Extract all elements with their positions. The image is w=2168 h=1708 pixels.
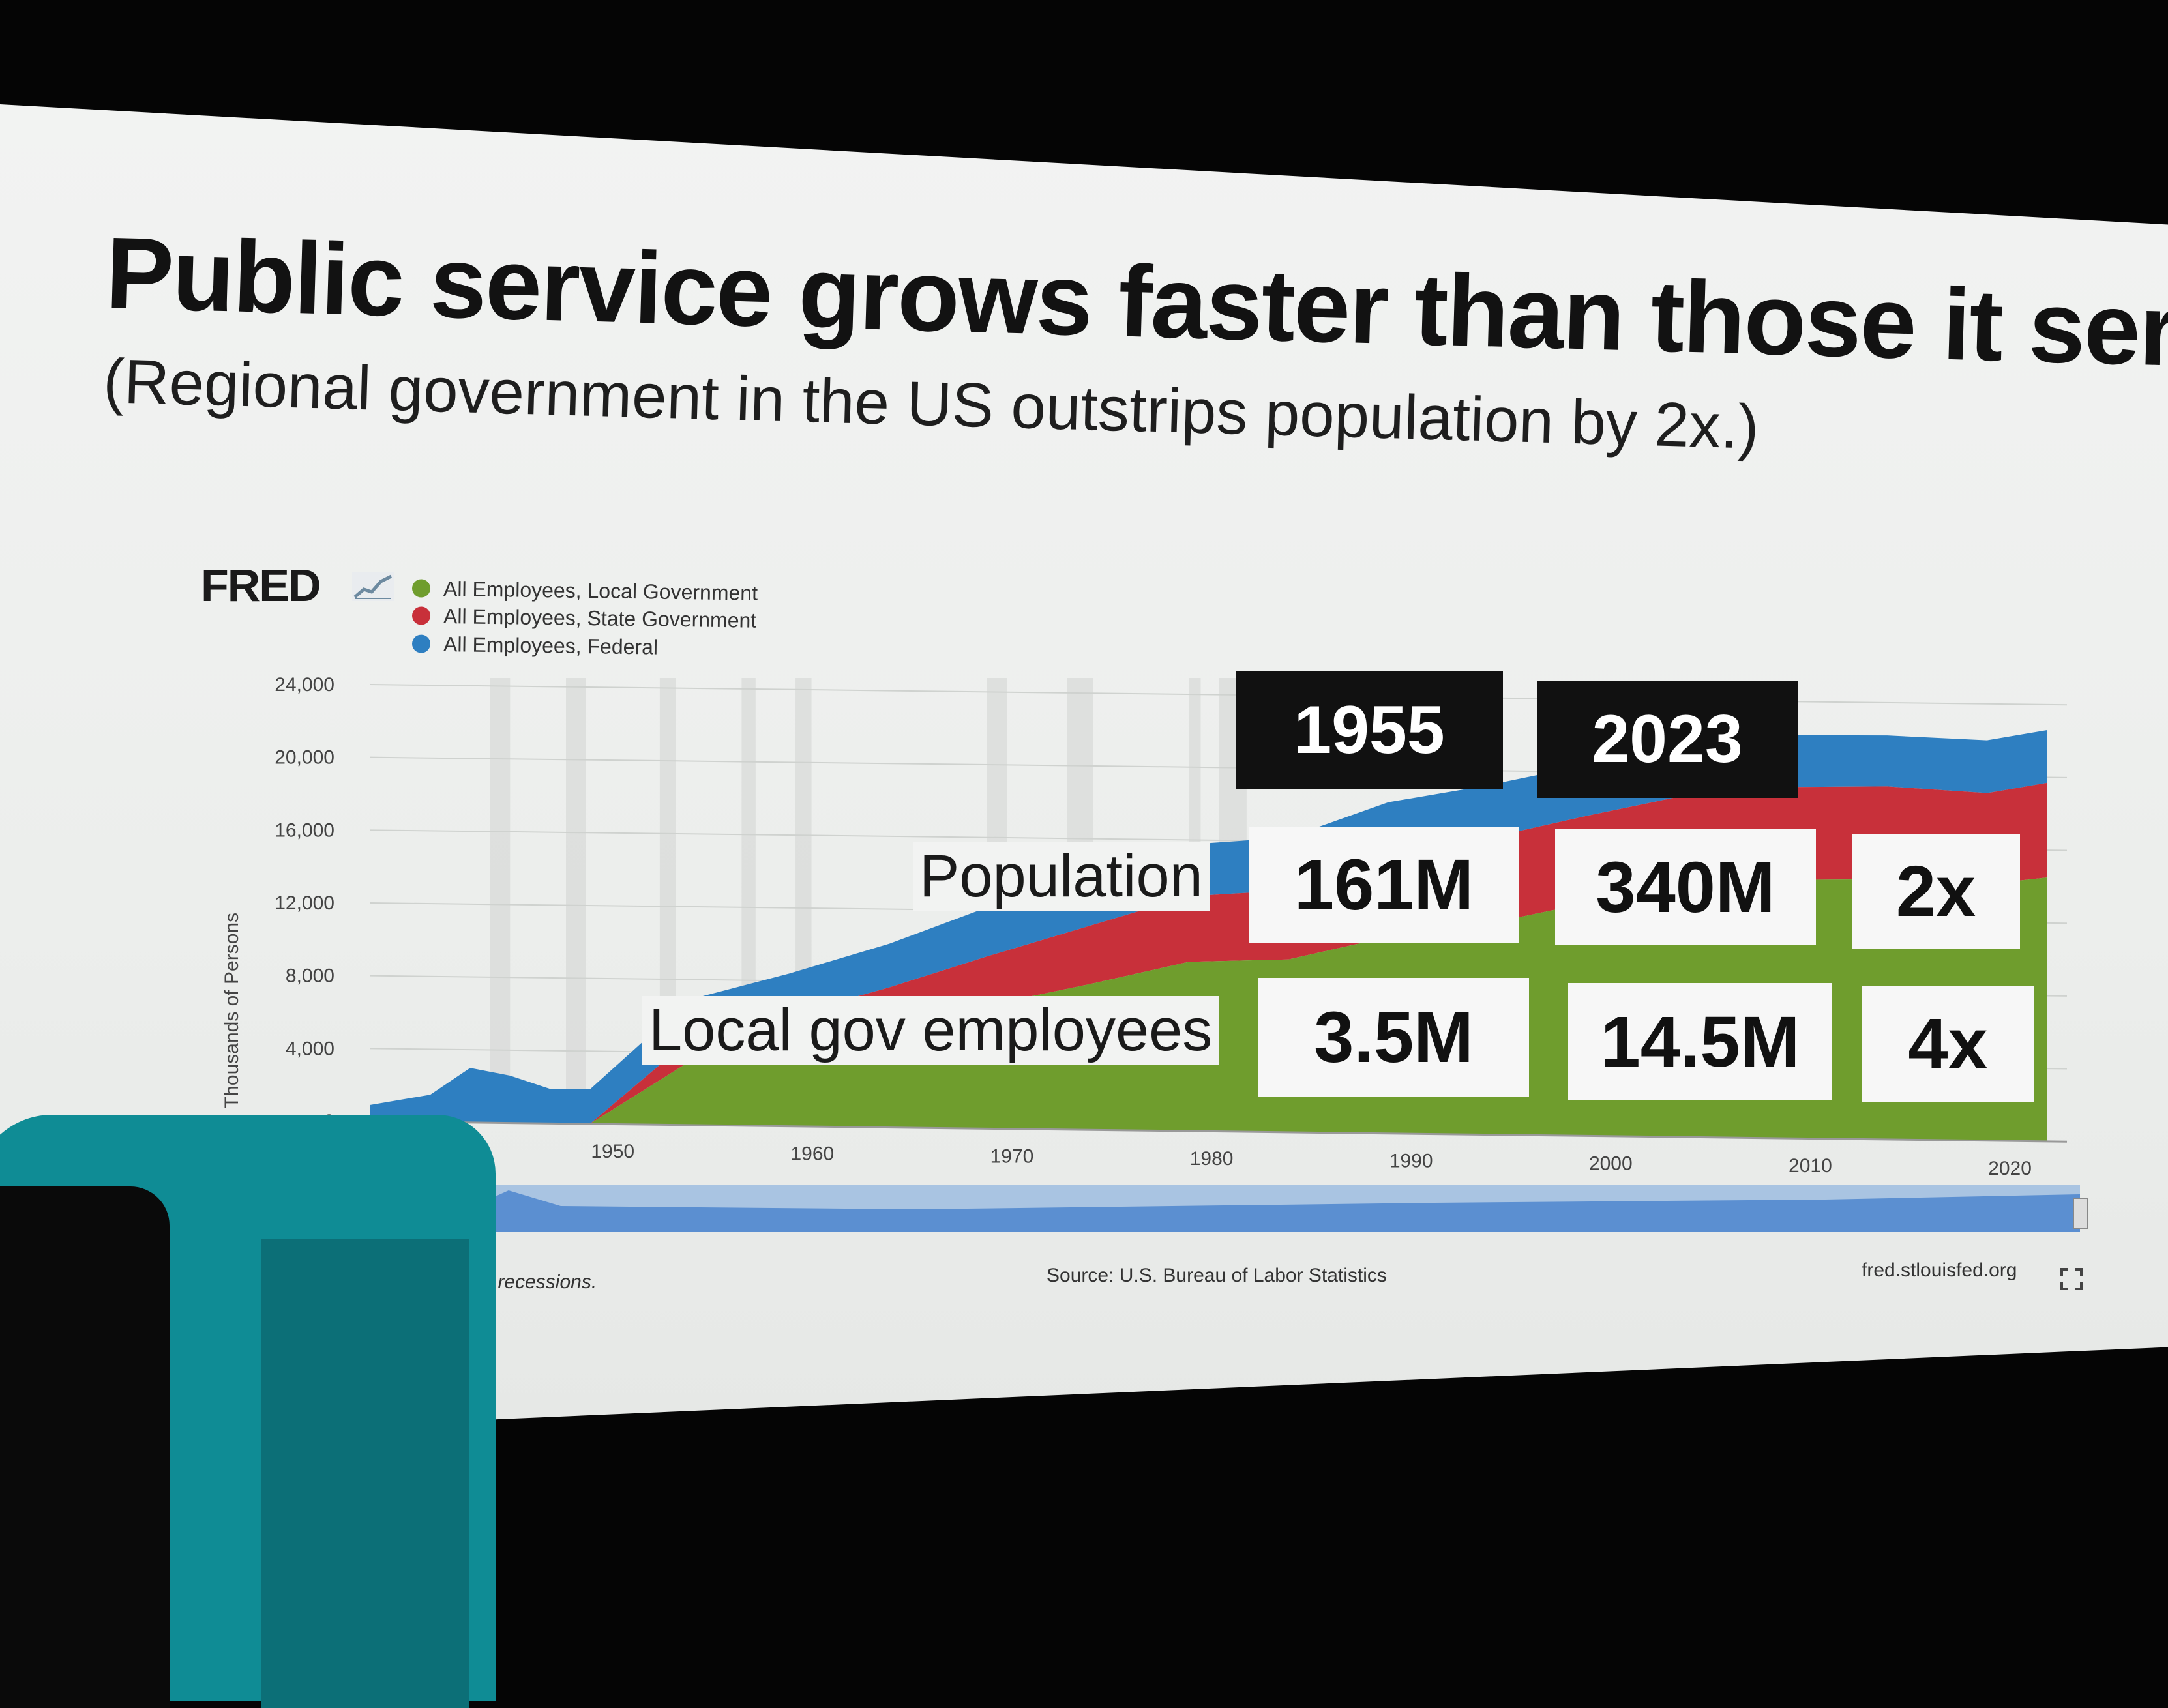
- y-tick-label-3: 12,000: [275, 892, 334, 914]
- x-tick-label-1: 1950: [591, 1141, 634, 1162]
- fred-chart-icon: [352, 572, 394, 601]
- x-ticks: 194019501960197019801990200020102020: [391, 1138, 2032, 1179]
- y-tick-label-6: 24,000: [275, 674, 334, 696]
- x-tick-label-5: 1990: [1389, 1151, 1433, 1172]
- overlay-row-label-population: Population: [913, 842, 1210, 911]
- area-all-employees-federal: [370, 729, 2047, 1125]
- x-tick-label-7: 2010: [1789, 1155, 1832, 1177]
- y-tick-label-2: 8,000: [286, 965, 334, 987]
- x-tick-label-8: 2020: [1988, 1158, 2032, 1179]
- overlay-population-2023: 340M: [1555, 829, 1816, 945]
- navigator-series: [368, 1190, 2080, 1232]
- y-tick-label-5: 20,000: [275, 747, 334, 769]
- overlay-year-1955: 1955: [1236, 671, 1503, 789]
- recession-band-0: [490, 678, 511, 1123]
- navigator-right-handle[interactable]: [2073, 1198, 2088, 1229]
- fred-site-link[interactable]: fred.stlouisfed.org: [1862, 1259, 2017, 1281]
- source-note: Source: U.S. Bureau of Labor Statistics: [1047, 1265, 1387, 1286]
- x-tick-label-2: 1960: [790, 1143, 834, 1165]
- y-tick-label-1: 4,000: [286, 1038, 334, 1059]
- recession-band-1: [565, 678, 586, 1124]
- kiosk-side-panel: [261, 1239, 469, 1708]
- y-tick-label-4: 16,000: [275, 819, 334, 841]
- fred-logo: FRED: [201, 560, 321, 611]
- overlay-year-2023: 2023: [1537, 681, 1798, 798]
- fullscreen-icon[interactable]: [2060, 1268, 2083, 1290]
- foreground-kiosk: [0, 1115, 496, 1708]
- x-tick-label-6: 2000: [1589, 1153, 1633, 1174]
- overlay-row-label-local-gov: Local gov employees: [642, 996, 1219, 1065]
- y-axis-label: Thousands of Persons: [221, 913, 243, 1108]
- range-navigator[interactable]: [362, 1185, 2088, 1232]
- overlay-population-ratio: 2x: [1852, 834, 2020, 949]
- overlay-localgov-2023: 14.5M: [1568, 983, 1832, 1100]
- x-axis-line: [370, 1120, 2068, 1143]
- x-tick-label-4: 1980: [1190, 1148, 1234, 1170]
- overlay-localgov-1955: 3.5M: [1258, 978, 1529, 1097]
- overlay-population-1955: 161M: [1249, 827, 1519, 943]
- x-tick-label-3: 1970: [990, 1145, 1034, 1167]
- kiosk-screen: [0, 1186, 170, 1708]
- overlay-localgov-ratio: 4x: [1862, 986, 2034, 1102]
